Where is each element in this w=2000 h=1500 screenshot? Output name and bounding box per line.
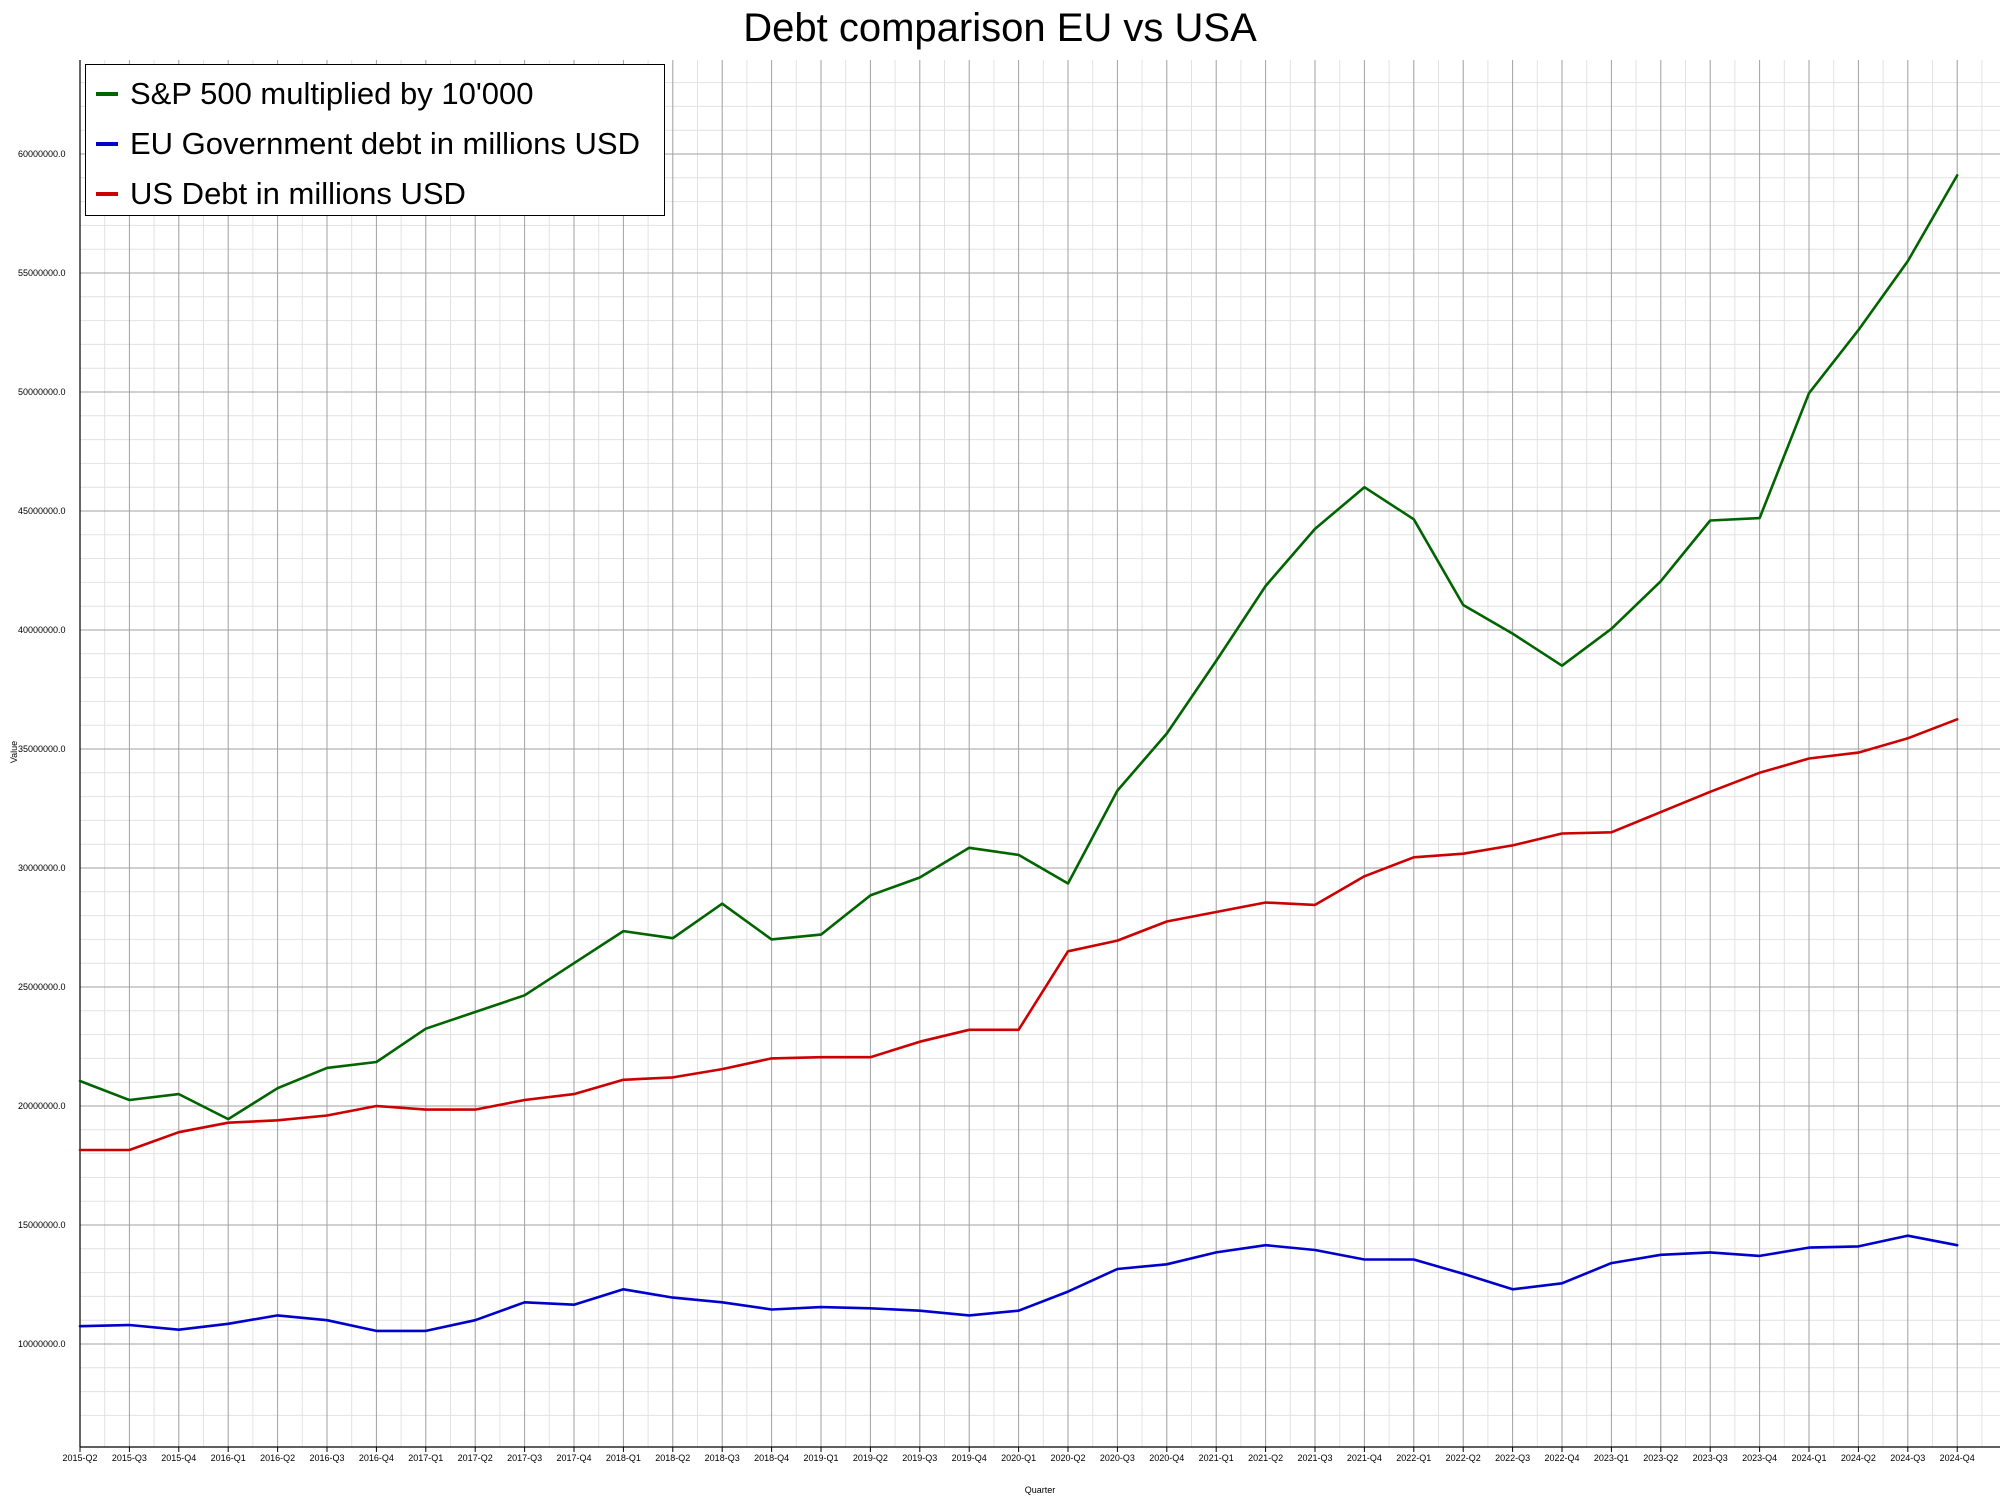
x-tick-label: 2024-Q3 bbox=[1890, 1453, 1925, 1463]
y-tick-label: 35000000.0 bbox=[18, 744, 66, 754]
x-tick-label: 2018-Q1 bbox=[606, 1453, 641, 1463]
x-tick-label: 2024-Q2 bbox=[1841, 1453, 1876, 1463]
y-tick-label: 50000000.0 bbox=[18, 387, 66, 397]
chart-legend: S&P 500 multiplied by 10'000 EU Governme… bbox=[85, 64, 665, 216]
major-gridlines bbox=[79, 60, 2000, 1447]
x-tick-label: 2020-Q2 bbox=[1050, 1453, 1085, 1463]
x-tick-label: 2018-Q2 bbox=[655, 1453, 690, 1463]
x-tick-label: 2021-Q2 bbox=[1248, 1453, 1283, 1463]
legend-item-sp500: S&P 500 multiplied by 10'000 bbox=[86, 69, 664, 119]
y-tick-label: 15000000.0 bbox=[18, 1220, 66, 1230]
x-tick-label: 2015-Q2 bbox=[62, 1453, 97, 1463]
x-tick-label: 2018-Q3 bbox=[705, 1453, 740, 1463]
x-tick-label: 2017-Q3 bbox=[507, 1453, 542, 1463]
x-tick-label: 2016-Q2 bbox=[260, 1453, 295, 1463]
x-tick-label: 2023-Q4 bbox=[1742, 1453, 1777, 1463]
legend-swatch-us-debt bbox=[96, 192, 118, 196]
legend-label-eu-debt: EU Government debt in millions USD bbox=[130, 126, 640, 161]
x-tick-label: 2021-Q3 bbox=[1297, 1453, 1332, 1463]
y-tick-label: 40000000.0 bbox=[18, 625, 66, 635]
y-tick-labels: 10000000.0 15000000.0 20000000.0 25000000.0… bbox=[18, 149, 66, 1349]
x-tick-label: 2015-Q3 bbox=[112, 1453, 147, 1463]
x-tick-label: 2017-Q1 bbox=[408, 1453, 443, 1463]
x-tick-label: 2020-Q1 bbox=[1001, 1453, 1036, 1463]
x-tick-label: 2022-Q2 bbox=[1446, 1453, 1481, 1463]
x-tick-label: 2017-Q4 bbox=[556, 1453, 591, 1463]
x-tick-label: 2020-Q4 bbox=[1149, 1453, 1184, 1463]
y-tick-label: 60000000.0 bbox=[18, 149, 66, 159]
x-tick-label: 2019-Q2 bbox=[853, 1453, 888, 1463]
y-axis-label: Value bbox=[9, 741, 19, 763]
x-tick-label: 2019-Q4 bbox=[952, 1453, 987, 1463]
y-tick-label: 10000000.0 bbox=[18, 1339, 66, 1349]
legend-item-eu-debt: EU Government debt in millions USD bbox=[86, 119, 664, 169]
x-tick-label: 2018-Q4 bbox=[754, 1453, 789, 1463]
legend-label-sp500: S&P 500 multiplied by 10'000 bbox=[130, 76, 534, 111]
y-tick-label: 55000000.0 bbox=[18, 268, 66, 278]
x-tick-label: 2023-Q1 bbox=[1594, 1453, 1629, 1463]
legend-label-us-debt: US Debt in millions USD bbox=[130, 176, 466, 211]
x-tick-label: 2020-Q3 bbox=[1100, 1453, 1135, 1463]
y-tick-label: 20000000.0 bbox=[18, 1101, 66, 1111]
us-debt-line bbox=[78, 717, 1959, 1152]
x-tick-label: 2023-Q3 bbox=[1693, 1453, 1728, 1463]
series-lines bbox=[78, 174, 1959, 1333]
x-tick-label: 2021-Q1 bbox=[1199, 1453, 1234, 1463]
y-tick-label: 25000000.0 bbox=[18, 982, 66, 992]
sp500-line bbox=[78, 174, 1959, 1121]
x-tick-label: 2024-Q1 bbox=[1791, 1453, 1826, 1463]
x-tick-label: 2019-Q1 bbox=[803, 1453, 838, 1463]
legend-swatch-eu-debt bbox=[96, 142, 118, 146]
x-tick-label: 2022-Q3 bbox=[1495, 1453, 1530, 1463]
x-axis-label: Quarter bbox=[1025, 1485, 1056, 1495]
x-tick-label: 2017-Q2 bbox=[458, 1453, 493, 1463]
x-tick-label: 2016-Q4 bbox=[359, 1453, 394, 1463]
x-tick-label: 2022-Q1 bbox=[1396, 1453, 1431, 1463]
axes bbox=[79, 60, 2000, 1452]
x-tick-label: 2016-Q1 bbox=[211, 1453, 246, 1463]
x-tick-label: 2021-Q4 bbox=[1347, 1453, 1382, 1463]
x-tick-label: 2022-Q4 bbox=[1544, 1453, 1579, 1463]
x-tick-label: 2023-Q2 bbox=[1643, 1453, 1678, 1463]
legend-item-us-debt: US Debt in millions USD bbox=[86, 169, 664, 219]
y-tick-label: 30000000.0 bbox=[18, 863, 66, 873]
chart-title: Debt comparison EU vs USA bbox=[743, 6, 1257, 50]
eu-debt-line bbox=[78, 1234, 1959, 1333]
x-tick-label: 2016-Q3 bbox=[309, 1453, 344, 1463]
x-tick-label: 2024-Q4 bbox=[1940, 1453, 1975, 1463]
x-tick-label: 2015-Q4 bbox=[161, 1453, 196, 1463]
y-tick-label: 45000000.0 bbox=[18, 506, 66, 516]
x-tick-labels: 2015-Q2 2015-Q3 2015-Q4 2016-Q1 2016-Q2 2016-… bbox=[62, 1453, 1974, 1463]
minor-gridlines bbox=[80, 60, 2000, 1447]
legend-swatch-sp500 bbox=[96, 92, 118, 96]
x-tick-label: 2019-Q3 bbox=[902, 1453, 937, 1463]
